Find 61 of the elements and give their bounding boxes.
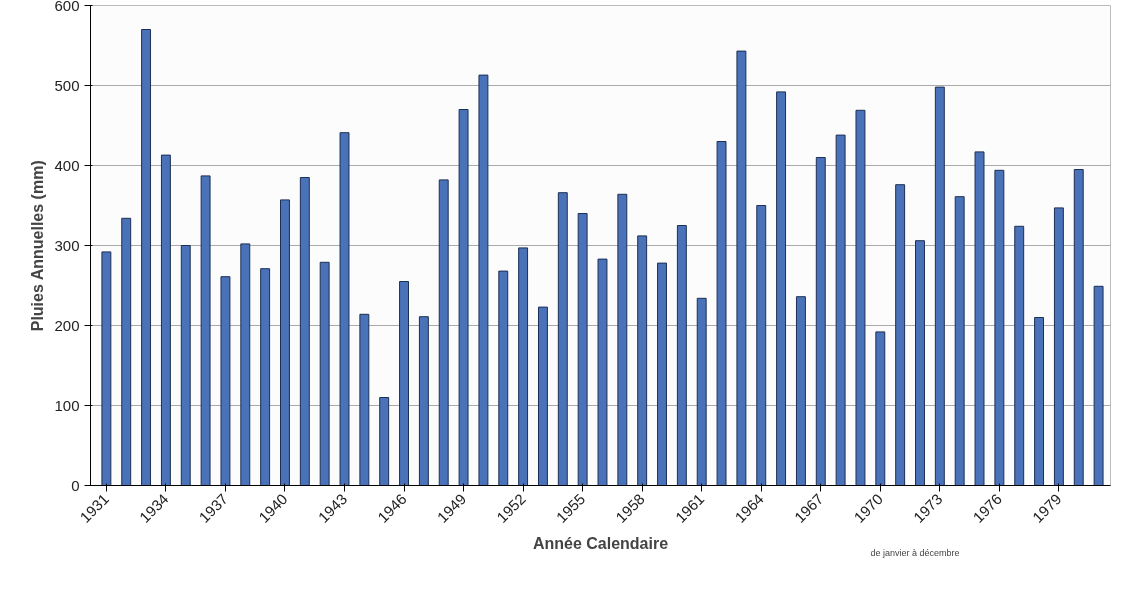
y-tick-label: 400 [54, 156, 80, 174]
bar [379, 397, 390, 486]
bar [776, 91, 787, 486]
y-tick-label: 0 [71, 476, 80, 494]
bar [597, 258, 608, 486]
bar [577, 213, 588, 486]
bar [855, 109, 866, 486]
bar [180, 245, 191, 486]
bar [915, 240, 925, 486]
bar [458, 109, 469, 486]
bar [815, 157, 826, 486]
bar [319, 261, 330, 486]
bar [498, 270, 509, 486]
bar [399, 281, 410, 486]
bar [121, 217, 132, 486]
bar [756, 205, 767, 486]
bar [1093, 285, 1104, 486]
bar [141, 29, 152, 486]
bar [101, 251, 112, 486]
text: de janvier à décembre [870, 547, 960, 558]
bar [954, 196, 965, 486]
bar [617, 193, 628, 486]
bar [518, 247, 529, 486]
x-axis-title: Année Calendaire [532, 535, 669, 553]
bar [994, 169, 1005, 486]
bar [1053, 207, 1064, 486]
bar [537, 306, 548, 486]
bar [240, 243, 251, 486]
bar [974, 151, 985, 486]
y-tick-label: 600 [54, 0, 80, 14]
bar [299, 177, 310, 486]
bar [795, 296, 806, 486]
bar [438, 179, 449, 486]
bar [418, 316, 429, 486]
y-axis-title: Pluies Annuelles (mm) [29, 160, 47, 332]
bar [716, 141, 727, 486]
bar [160, 154, 171, 486]
bar [280, 199, 290, 486]
bar [637, 235, 648, 486]
bar [657, 262, 667, 486]
bar [220, 276, 231, 486]
bar [875, 331, 886, 486]
bar [478, 74, 489, 486]
y-tick-label: 100 [54, 396, 80, 414]
bar [934, 86, 945, 486]
bar [895, 184, 906, 486]
y-tick-label: 200 [54, 316, 80, 334]
bar [1014, 225, 1025, 486]
bar [339, 132, 350, 486]
bar [1034, 317, 1045, 486]
bar [696, 297, 707, 486]
bar [260, 268, 271, 486]
bar [200, 175, 211, 486]
bar [835, 134, 846, 486]
y-tick-label: 500 [54, 76, 80, 94]
bar [736, 50, 747, 486]
bar [557, 192, 568, 486]
bar [676, 225, 687, 486]
bar [359, 313, 370, 486]
bar [1073, 169, 1084, 486]
y-tick-label: 300 [54, 236, 80, 254]
